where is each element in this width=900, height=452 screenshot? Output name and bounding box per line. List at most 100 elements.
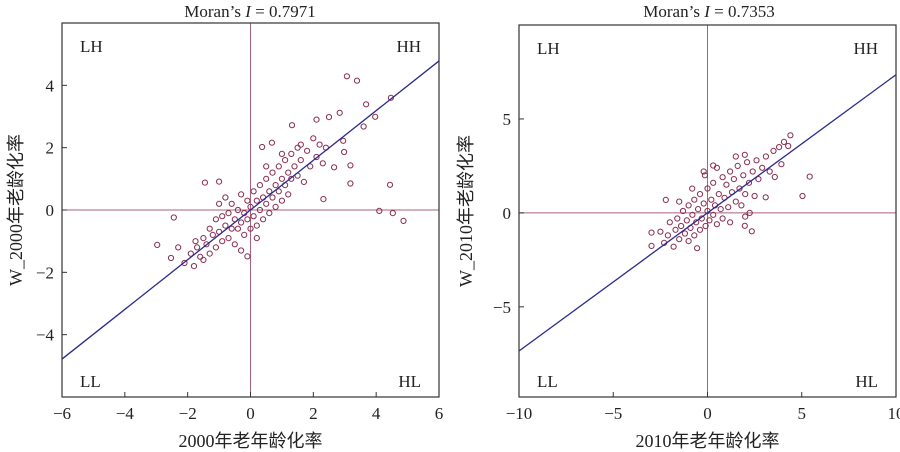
data-point [372,113,379,120]
data-point [269,169,276,176]
data-point [297,141,304,148]
data-point [170,214,177,221]
y-tick-label: 0 [46,201,55,220]
data-point [762,194,769,201]
data-point [755,176,762,183]
moran-plot-2000: Moran’s I = 0.7971 LH HH LL HL −6 −4 −2 0 2 4 6 −4 −2… [6,2,443,451]
data-point [250,188,257,195]
data-point [320,196,327,203]
data-point [732,198,739,205]
y-tick-label: 2 [46,139,55,158]
data-point [674,215,681,222]
data-point [662,196,669,203]
data-point [203,241,210,248]
data-point [228,225,235,232]
data-point [695,206,702,213]
data-point [209,231,216,238]
title-suffix: = 0.7353 [710,2,775,21]
data-point [247,225,254,232]
data-point [216,178,223,185]
data-point [291,163,298,170]
regression-line [518,74,897,352]
data-point [360,123,367,130]
data-point [285,191,292,198]
data-point [696,191,704,198]
data-point [250,213,257,220]
data-point [648,242,655,249]
x-tick-label: −6 [53,404,71,423]
data-point [806,173,813,180]
data-point [751,192,758,200]
data-point [278,150,285,157]
data-point [749,168,756,175]
data-point [154,241,161,248]
data-point [216,200,223,207]
y-tick-label: −2 [36,263,54,282]
title-suffix: = 0.7971 [251,2,316,21]
data-point [225,235,232,242]
data-point [253,197,260,204]
data-point [238,219,245,226]
data-point [194,244,201,251]
x-tick-label: −2 [179,404,197,423]
data-point [685,202,692,209]
data-point [771,173,778,181]
data-point [700,200,707,207]
data-point [244,197,251,204]
data-point [244,253,251,260]
x-axis-label: 2010年老年龄化率 [636,431,780,451]
data-point [347,162,354,169]
data-point [353,77,361,84]
y-tick-label: 4 [46,76,55,95]
data-point [268,139,275,146]
data-point [689,211,696,218]
data-point [706,217,713,224]
data-point [275,163,282,170]
data-point [316,141,323,148]
data-point [672,226,679,233]
data-point [288,150,295,157]
data-point [272,182,279,189]
data-point [285,169,292,176]
data-point [723,181,730,188]
data-point [340,137,347,144]
data-point [742,213,749,220]
data-point [288,122,296,129]
data-point [256,206,263,214]
data-point [702,222,709,230]
data-point [269,194,276,201]
data-point [713,221,721,228]
title-prefix: Moran’s [643,2,704,21]
data-point [336,109,343,116]
data-point [386,181,394,188]
data-point [259,143,266,151]
data-point [278,175,285,182]
data-point [238,191,245,198]
quadrant-label-ll: LL [80,372,101,391]
data-point [231,241,238,248]
data-point [676,236,683,243]
data-point [759,164,766,171]
data-point [738,202,745,209]
data-point [715,191,722,198]
data-point [766,168,773,175]
data-point [708,196,715,203]
data-point [389,210,396,217]
data-point [263,200,270,207]
data-point [734,162,741,169]
data-point [310,135,317,142]
data-point [741,151,748,158]
x-axis-label: 2000年老年龄化率 [179,431,323,451]
data-point [228,200,235,207]
data-point [263,175,270,182]
data-point [282,157,289,164]
y-tick-label: −4 [36,326,55,345]
data-point [730,176,738,183]
title-prefix: Moran’s [184,2,245,21]
data-point [313,116,320,123]
data-point [748,228,755,235]
data-point [799,192,806,200]
data-point [347,180,354,187]
moran-plot-2010: Moran’s I = 0.7353LHHHLLHL−10−50510−5052… [456,2,900,451]
y-tick-label: −5 [493,298,511,317]
